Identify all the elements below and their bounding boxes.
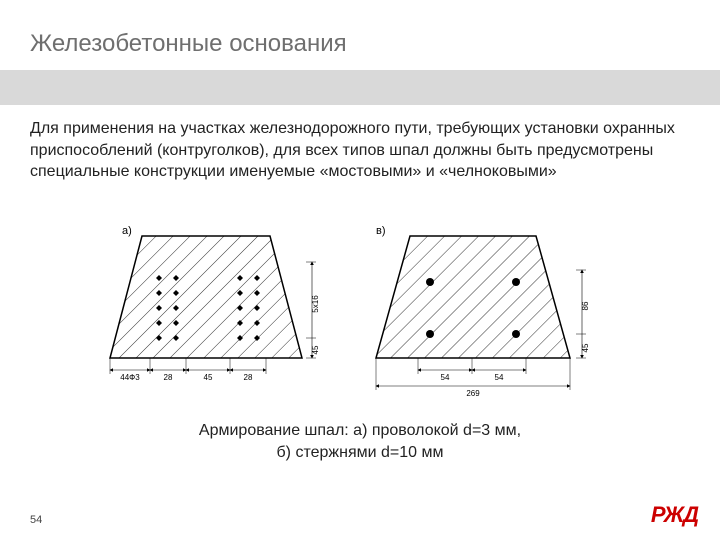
figure-b-label: в) [376,225,386,237]
svg-text:45: 45 [204,373,213,382]
figures: a) 5x16 45 44Ф3 28 45 28 в) 86 45 54 54 269 [80,210,640,400]
rzd-logo: РЖД [651,502,698,528]
svg-text:54: 54 [495,373,504,382]
caption-line-1: Армирование шпал: а) проволокой d=3 мм, [30,420,690,442]
svg-text:44Ф3: 44Ф3 [120,373,140,382]
svg-text:86: 86 [581,301,590,310]
svg-text:28: 28 [164,373,173,382]
figure-a: a) 5x16 45 44Ф3 28 45 28 [110,225,320,382]
svg-text:5x16: 5x16 [311,295,320,313]
figure-a-shape [110,236,302,358]
figure-caption: Армирование шпал: а) проволокой d=3 мм, … [30,420,690,465]
svg-text:54: 54 [441,373,450,382]
svg-text:45: 45 [581,343,590,352]
caption-line-2: б) стержнями d=10 мм [30,442,690,464]
diagram-svg: a) 5x16 45 44Ф3 28 45 28 в) 86 45 54 54 269 [80,210,640,400]
svg-text:28: 28 [244,373,253,382]
figure-a-label: a) [122,225,132,237]
body-text: Для применения на участках железнодорожн… [30,118,690,183]
title-band [0,70,720,105]
page-number: 54 [30,514,42,526]
svg-text:45: 45 [311,345,320,354]
figure-b-shape [376,236,570,358]
svg-text:269: 269 [466,389,480,398]
slide-title: Железобетонные основания [30,30,347,58]
figure-b: в) 86 45 54 54 269 [376,225,590,398]
